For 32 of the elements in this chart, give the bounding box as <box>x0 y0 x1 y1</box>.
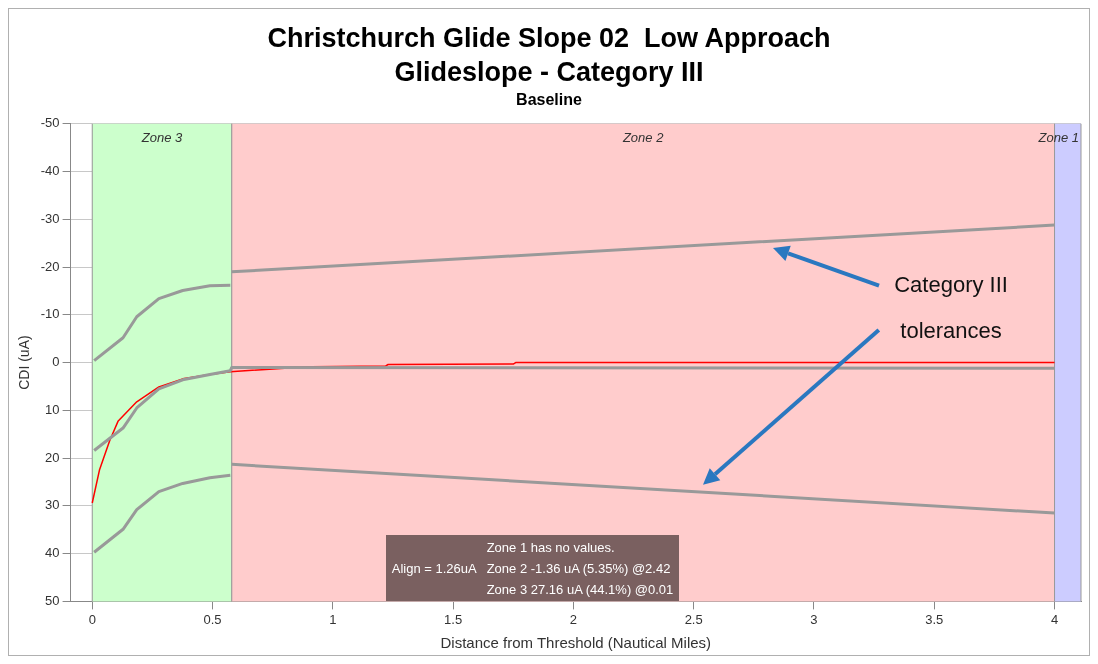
annotation: Zone 2 -1.36 uA (5.35%) @2.42 <box>486 559 672 578</box>
x-tick-label: 2 <box>569 611 578 627</box>
y-tick-label: -20 <box>40 258 60 274</box>
annotation: Zone 3 27.16 uA (44.1%) @0.01 <box>486 580 674 599</box>
y-tick-label: 40 <box>45 545 60 561</box>
y-tick-label: -30 <box>40 210 60 226</box>
band-label: Zone 2 <box>621 130 665 146</box>
x-tick-label: 1 <box>329 611 337 627</box>
annotation: Zone 1 has no values. <box>486 538 616 557</box>
x-axis-title: Distance from Threshold (Nautical Miles) <box>440 634 712 652</box>
band-label: Zone 1 <box>1037 130 1079 146</box>
x-tick-label: 2.5 <box>684 611 703 627</box>
y-tick-label: 0 <box>52 354 60 370</box>
x-tick-label: 0 <box>88 611 96 627</box>
y-tick-label: 20 <box>45 449 60 465</box>
x-tick-label: 3.5 <box>925 611 944 627</box>
y-tick-label: -40 <box>40 163 60 179</box>
y-axis-title: CDI (uA) <box>16 335 33 390</box>
y-tick-label: 30 <box>45 497 60 513</box>
x-tick-label: 3 <box>810 611 818 627</box>
annotation: Align = 1.26uA <box>391 560 477 576</box>
y-tick-label: 10 <box>45 401 60 417</box>
y-tick-label: -10 <box>40 306 60 322</box>
y-tick-label: 50 <box>45 592 60 608</box>
x-tick-label: 0.5 <box>203 611 222 627</box>
chart-title: Christchurch Glide Slope 02 Low Approach Glideslope - Category III <box>266 22 832 89</box>
annotation: Category III tolerances <box>893 271 1009 346</box>
x-tick-label: 4 <box>1050 611 1059 627</box>
band-label: Zone 3 <box>140 130 184 146</box>
chart-subtitle: Baseline <box>515 91 583 109</box>
x-tick-label: 1.5 <box>444 611 463 627</box>
y-tick-label: -50 <box>40 115 60 131</box>
